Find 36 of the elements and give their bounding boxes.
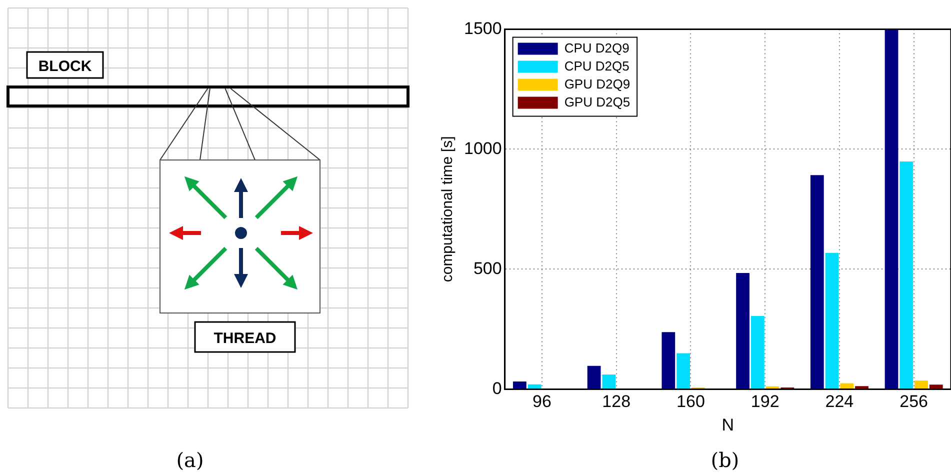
bar xyxy=(513,382,526,389)
legend-label: CPU D2Q5 xyxy=(564,58,630,74)
x-axis-title: N xyxy=(722,415,734,434)
legend-label: GPU D2Q5 xyxy=(564,94,630,110)
x-tick-label: 96 xyxy=(532,392,552,412)
y-tick-label: 1000 xyxy=(464,138,502,158)
text: THREAD xyxy=(214,330,276,347)
x-tick-label: 160 xyxy=(676,392,705,412)
bar xyxy=(587,366,601,389)
y-tick-label: 500 xyxy=(473,258,502,278)
text: (b) xyxy=(710,448,740,472)
bar xyxy=(840,383,854,389)
x-tick-label: 192 xyxy=(750,392,780,412)
x-tick-label: 224 xyxy=(825,392,854,412)
bar xyxy=(929,384,943,389)
bar xyxy=(884,29,898,389)
bar xyxy=(810,175,824,389)
text: BLOCK xyxy=(38,58,92,75)
bar xyxy=(528,384,542,389)
bar xyxy=(602,374,616,389)
legend-label: GPU D2Q9 xyxy=(564,76,630,92)
x-tick-label: 256 xyxy=(900,392,928,412)
legend-label: CPU D2Q9 xyxy=(564,40,630,56)
bar xyxy=(736,273,750,389)
bar xyxy=(676,353,690,389)
bar xyxy=(825,252,839,389)
bar xyxy=(900,161,914,389)
y-axis-title: computational time [s] xyxy=(439,136,456,282)
bar xyxy=(662,332,676,389)
text: (a) xyxy=(176,448,204,472)
bar xyxy=(855,386,868,389)
bar xyxy=(914,380,928,389)
x-tick-label: 128 xyxy=(602,392,631,412)
y-tick-label: 0 xyxy=(492,378,502,398)
y-tick-label: 1500 xyxy=(464,18,502,38)
bar xyxy=(750,316,764,389)
